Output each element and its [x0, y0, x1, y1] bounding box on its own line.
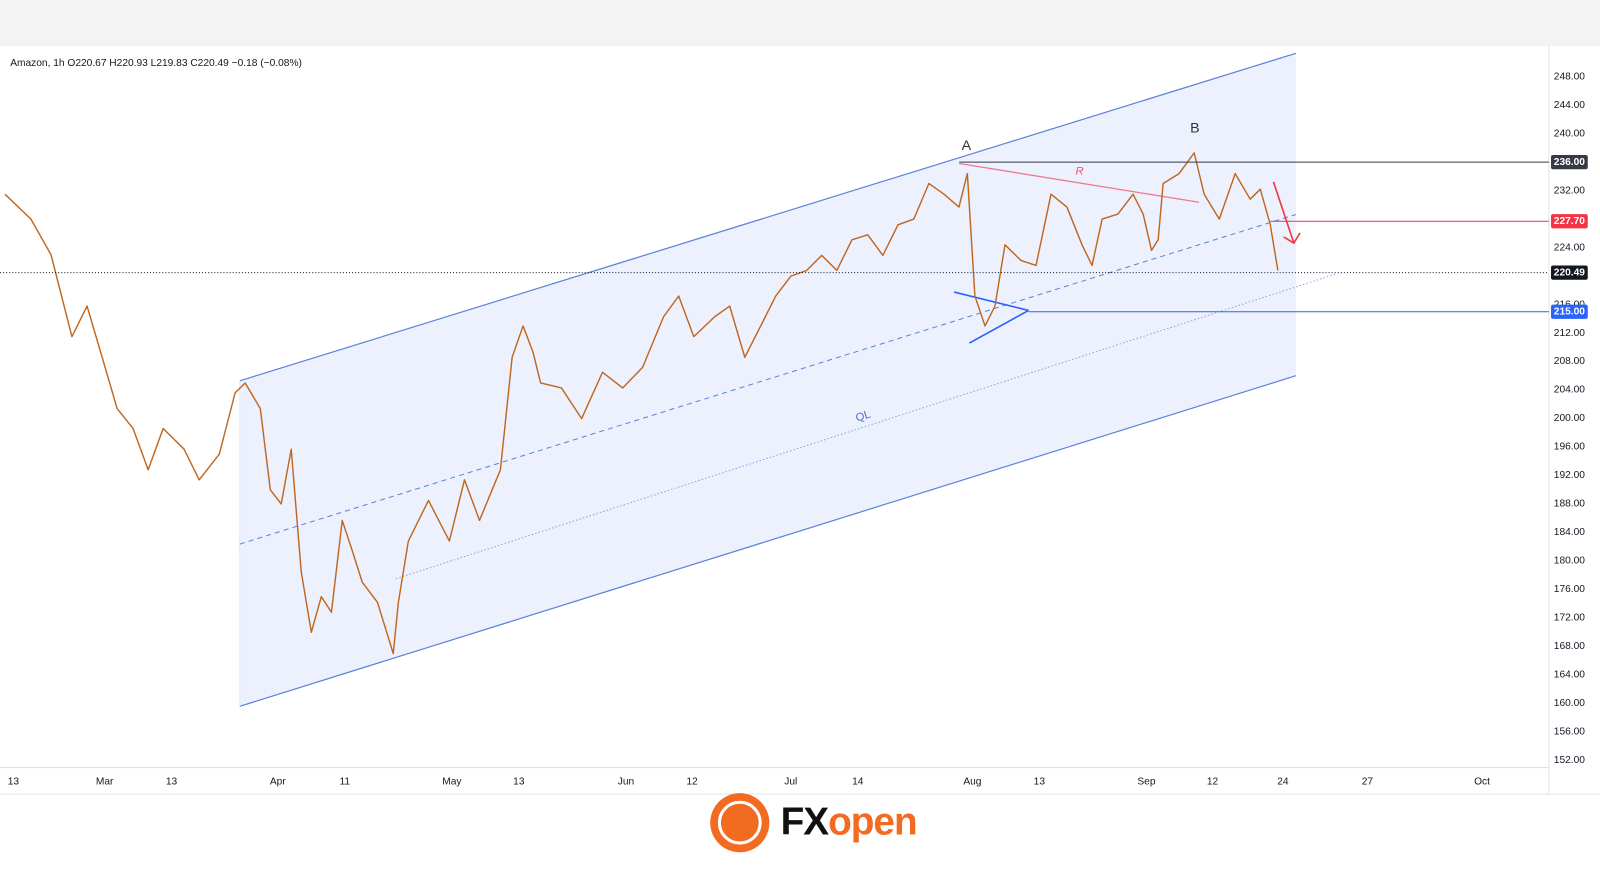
logo-text: FXopen	[781, 801, 917, 844]
x-tick-label: Jun	[618, 777, 634, 788]
y-tick-label: 164.00	[1554, 670, 1585, 681]
y-tick-label: 212.00	[1554, 328, 1585, 339]
y-tick-label: 176.00	[1554, 584, 1585, 595]
x-tick-label: 13	[1034, 777, 1046, 788]
chart-title: Amazon, 1h O220.67 H220.93 L219.83 C220.…	[10, 58, 302, 69]
price-level-label: 220.49	[1554, 267, 1585, 278]
channel	[239, 52, 1337, 707]
x-tick-label: 27	[1362, 777, 1374, 788]
y-tick-label: 196.00	[1554, 442, 1585, 453]
price-level-badge	[1551, 304, 1588, 319]
y-tick-label: 248.00	[1554, 71, 1585, 82]
y-tick-label: 156.00	[1554, 727, 1585, 738]
x-tick-label: 12	[1207, 777, 1219, 788]
arrow-shaft	[1272, 181, 1295, 244]
y-tick-label: 224.00	[1554, 242, 1585, 253]
price-line	[4, 152, 1279, 655]
y-tick-label: 160.00	[1554, 698, 1585, 709]
x-tick-label: Jul	[784, 777, 797, 788]
x-tick-label: 13	[8, 777, 20, 788]
channel-upper	[239, 52, 1297, 382]
y-tick-label: 168.00	[1554, 641, 1585, 652]
y-tick-label: 208.00	[1554, 356, 1585, 367]
logo-open: open	[828, 801, 917, 844]
x-tick-label: Sep	[1137, 777, 1155, 788]
ql-line	[395, 273, 1337, 580]
price-level-badge	[1551, 154, 1588, 170]
price-level-badge	[1551, 214, 1588, 229]
triangle-bottom	[968, 309, 1029, 344]
channel-median	[239, 214, 1297, 545]
y-tick-label: 204.00	[1554, 385, 1585, 396]
y-tick-label: 152.00	[1554, 755, 1585, 766]
arrow-head	[1283, 232, 1301, 245]
x-tick-label: Mar	[96, 777, 114, 788]
logo: FXopen	[710, 793, 918, 853]
x-tick-label: 12	[686, 777, 698, 788]
y-tick-label: 244.00	[1554, 100, 1585, 111]
label-r: R	[1076, 166, 1084, 178]
channel-lower	[239, 375, 1297, 707]
y-tick-label: 232.00	[1554, 185, 1585, 196]
y-tick-label: 184.00	[1554, 527, 1585, 538]
y-tick-label: 188.00	[1554, 499, 1585, 510]
price-level-badge	[1551, 265, 1588, 280]
logo-fx: FX	[781, 801, 830, 844]
x-tick-label: 13	[166, 777, 178, 788]
x-tick-label: Oct	[1474, 777, 1490, 788]
x-tick-label: Aug	[963, 777, 981, 788]
x-tick-label: 11	[339, 777, 350, 788]
label-a: A	[962, 138, 972, 154]
price-level-label: 227.70	[1554, 216, 1585, 227]
price-level-label: 215.00	[1554, 306, 1585, 317]
price-level-label: 236.00	[1554, 157, 1585, 168]
x-tick-label: Apr	[270, 777, 286, 788]
x-tick-label: 13	[513, 777, 525, 788]
y-tick-label: 192.00	[1554, 470, 1585, 481]
triangle-top	[953, 291, 1029, 312]
y-tick-label: 180.00	[1554, 556, 1585, 567]
y-tick-label: 200.00	[1554, 413, 1585, 424]
logo-icon-ring	[717, 800, 762, 845]
x-tick-label: 24	[1277, 777, 1289, 788]
label-b: B	[1190, 121, 1200, 137]
resistance-line	[959, 162, 1200, 203]
x-tick-label: May	[442, 777, 462, 788]
label-ql: QL	[854, 408, 872, 424]
y-tick-label: 240.00	[1554, 128, 1585, 139]
triangle	[953, 291, 1029, 344]
y-tick-label: 172.00	[1554, 613, 1585, 624]
top-bar	[0, 0, 1600, 47]
down-arrow	[1272, 181, 1301, 245]
x-tick-label: 14	[852, 777, 864, 788]
